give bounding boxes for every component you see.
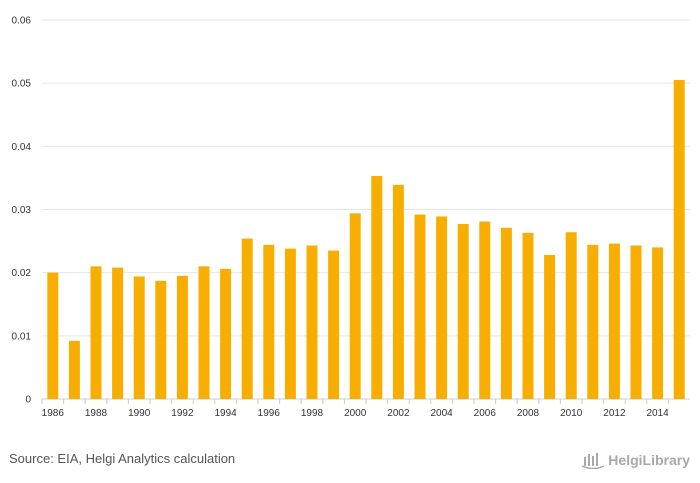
y-tick-label: 0.03 — [12, 205, 32, 216]
x-tick-label: 2008 — [517, 408, 540, 419]
bar-2011[interactable] — [587, 244, 599, 399]
bar-series — [47, 80, 685, 399]
bar-1990[interactable] — [133, 276, 145, 399]
bar-1995[interactable] — [241, 238, 253, 399]
logo-text: HelgiLibrary — [608, 452, 690, 468]
y-tick-label: 0.04 — [12, 142, 32, 153]
bar-2007[interactable] — [500, 227, 512, 399]
x-tick-label: 1996 — [258, 408, 281, 419]
y-tick-label: 0.01 — [12, 331, 32, 342]
y-tick-label: 0.05 — [12, 79, 32, 90]
bar-2003[interactable] — [414, 214, 426, 399]
y-tick-label: 0 — [25, 395, 31, 406]
source-note: Source: EIA, Helgi Analytics calculation — [9, 451, 236, 466]
bar-2001[interactable] — [371, 176, 383, 399]
x-tick-label: 2014 — [646, 408, 669, 419]
helgi-library-logo[interactable]: HelgiLibrary — [582, 450, 690, 470]
x-tick-label: 1988 — [85, 408, 108, 419]
helgi-library-logo-icon — [582, 453, 605, 469]
x-axis: 1986 1988 1990 1992 1994 1996 1998 2000 2002 2004… — [41, 399, 669, 419]
bar-1987[interactable] — [68, 340, 80, 399]
bar-1997[interactable] — [284, 248, 296, 399]
bar-2010[interactable] — [565, 232, 577, 399]
bar-2014[interactable] — [652, 247, 664, 399]
bar-1988[interactable] — [90, 266, 102, 399]
bar-chart: 00.010.020.030.040.050.06 1986 1988 1990 19… — [12, 16, 690, 419]
bar-2015[interactable] — [673, 80, 685, 399]
x-tick-label: 1986 — [42, 408, 65, 419]
bar-1989[interactable] — [112, 267, 124, 399]
bar-1996[interactable] — [263, 244, 275, 399]
bar-1998[interactable] — [306, 245, 318, 399]
bar-2005[interactable] — [457, 224, 469, 399]
y-tick-label: 0.06 — [12, 16, 32, 27]
x-tick-label: 2000 — [344, 408, 367, 419]
x-tick-label: 2006 — [474, 408, 497, 419]
bar-1992[interactable] — [176, 275, 188, 399]
bar-1991[interactable] — [155, 280, 167, 399]
x-tick-label: 1998 — [301, 408, 324, 419]
bar-2004[interactable] — [436, 216, 448, 399]
x-tick-label: 1990 — [128, 408, 151, 419]
bar-2006[interactable] — [479, 221, 491, 399]
bar-1994[interactable] — [220, 268, 232, 399]
bar-2002[interactable] — [392, 184, 404, 399]
bar-1986[interactable] — [47, 272, 59, 399]
y-tick-label: 0.02 — [12, 268, 32, 279]
x-tick-label: 1994 — [214, 408, 237, 419]
y-axis: 0 0.01 0.02 0.03 0.04 0.05 0.06 — [12, 16, 32, 406]
x-tick-label: 2012 — [603, 408, 626, 419]
x-tick-label: 2002 — [387, 408, 410, 419]
x-tick-label: 1992 — [171, 408, 194, 419]
bar-2013[interactable] — [630, 245, 642, 399]
bar-2012[interactable] — [608, 243, 620, 399]
x-tick-label: 2010 — [560, 408, 583, 419]
bar-2000[interactable] — [349, 213, 361, 399]
bar-2009[interactable] — [544, 254, 556, 399]
x-tick-label: 2004 — [430, 408, 453, 419]
bar-1993[interactable] — [198, 266, 210, 399]
grid-lines — [42, 19, 690, 400]
bar-2008[interactable] — [522, 232, 534, 399]
bar-1999[interactable] — [328, 250, 340, 399]
